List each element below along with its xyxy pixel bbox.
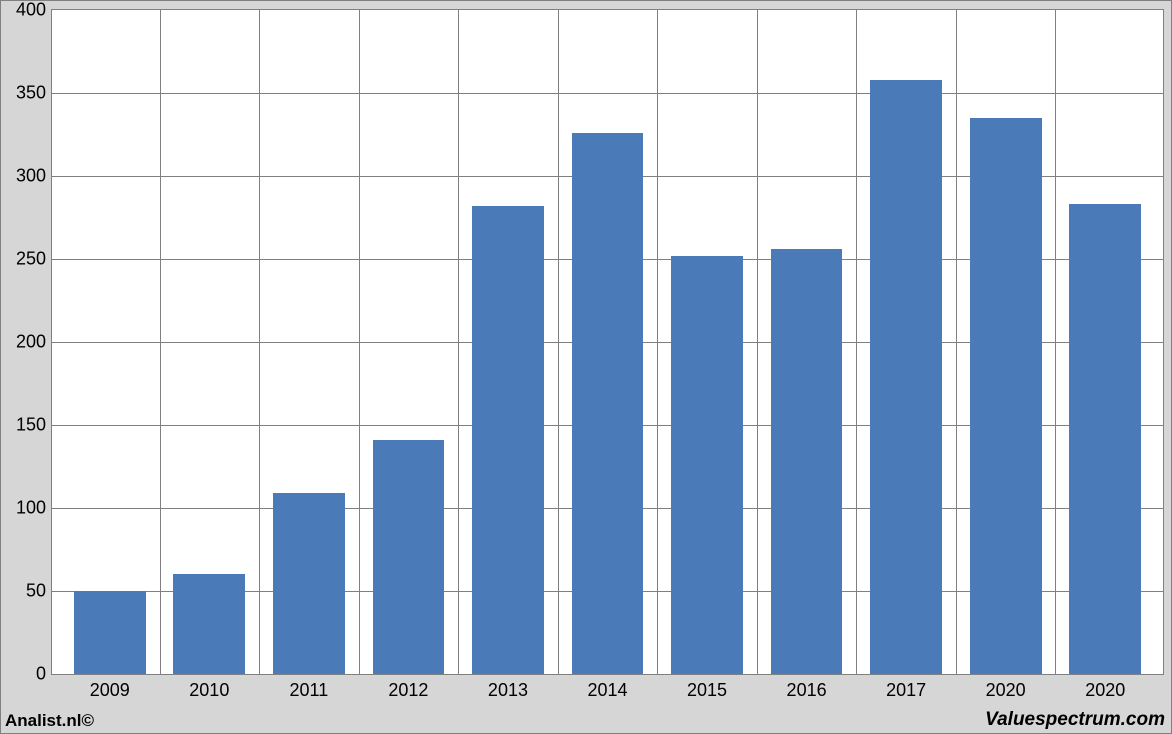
gridline-vertical (259, 10, 260, 674)
chart-container: 0 50 100 150 200 250 300 350 400 2009 2010 2011 2012… (0, 0, 1172, 734)
footer-right: Valuespectrum.com (985, 709, 1165, 731)
gridline-vertical (757, 10, 758, 674)
bar (671, 256, 743, 674)
x-tick-label: 2015 (687, 680, 727, 701)
y-tick-label: 400 (16, 0, 46, 21)
x-tick-label: 2016 (787, 680, 827, 701)
x-tick-label: 2020 (986, 680, 1026, 701)
gridline-vertical (458, 10, 459, 674)
y-tick-label: 350 (16, 83, 46, 104)
bar (771, 249, 843, 674)
y-tick-label: 150 (16, 415, 46, 436)
x-tick-label: 2009 (90, 680, 130, 701)
x-tick-label: 2010 (189, 680, 229, 701)
gridline-vertical (160, 10, 161, 674)
y-tick-label: 250 (16, 249, 46, 270)
x-tick-label: 2013 (488, 680, 528, 701)
bar (970, 118, 1042, 674)
gridline-vertical (359, 10, 360, 674)
gridline-vertical (558, 10, 559, 674)
y-tick-label: 0 (36, 664, 46, 685)
bar (572, 133, 644, 674)
bar (472, 206, 544, 674)
bar (74, 591, 146, 674)
y-tick-label: 50 (26, 581, 46, 602)
gridline-vertical (856, 10, 857, 674)
gridline-vertical (657, 10, 658, 674)
y-tick-label: 200 (16, 332, 46, 353)
bar (870, 80, 942, 674)
y-tick-label: 300 (16, 166, 46, 187)
bar (373, 440, 445, 674)
y-tick-label: 100 (16, 498, 46, 519)
bar (273, 493, 345, 674)
x-tick-label: 2012 (388, 680, 428, 701)
bar (1069, 204, 1141, 674)
x-tick-label: 2020 (1085, 680, 1125, 701)
x-tick-label: 2011 (290, 680, 329, 701)
plot-area: 0501001502002503003504002009201020112012… (51, 9, 1164, 675)
gridline-vertical (1055, 10, 1056, 674)
x-tick-label: 2014 (587, 680, 627, 701)
gridline-vertical (956, 10, 957, 674)
footer-left: Analist.nl© (5, 711, 94, 731)
x-tick-label: 2017 (886, 680, 926, 701)
gridline-horizontal (52, 93, 1163, 94)
bar (173, 574, 245, 674)
